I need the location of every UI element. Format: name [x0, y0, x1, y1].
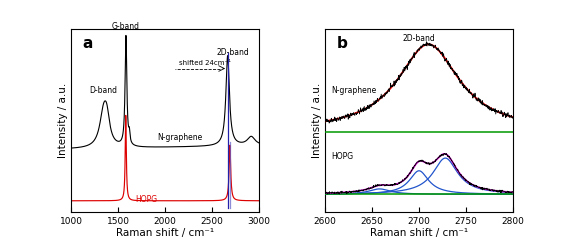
Y-axis label: Intensity / a.u.: Intensity / a.u. — [59, 83, 68, 158]
X-axis label: Raman shift / cm⁻¹: Raman shift / cm⁻¹ — [116, 228, 214, 238]
Text: G-band: G-band — [112, 22, 140, 31]
Text: HOPG: HOPG — [332, 153, 354, 161]
Text: a: a — [83, 36, 93, 51]
Text: HOPG: HOPG — [135, 195, 157, 204]
Text: D-band: D-band — [89, 86, 117, 95]
Text: shifted 24cm⁻¹: shifted 24cm⁻¹ — [180, 60, 231, 66]
Text: 2D-band: 2D-band — [217, 48, 249, 57]
Text: N-graphene: N-graphene — [332, 86, 377, 95]
Text: N-graphene: N-graphene — [158, 133, 203, 142]
Y-axis label: Intensity / a.u.: Intensity / a.u. — [312, 83, 322, 158]
Text: 2D-band: 2D-band — [402, 34, 435, 43]
Text: b: b — [336, 36, 347, 51]
X-axis label: Raman shift / cm⁻¹: Raman shift / cm⁻¹ — [370, 228, 468, 238]
